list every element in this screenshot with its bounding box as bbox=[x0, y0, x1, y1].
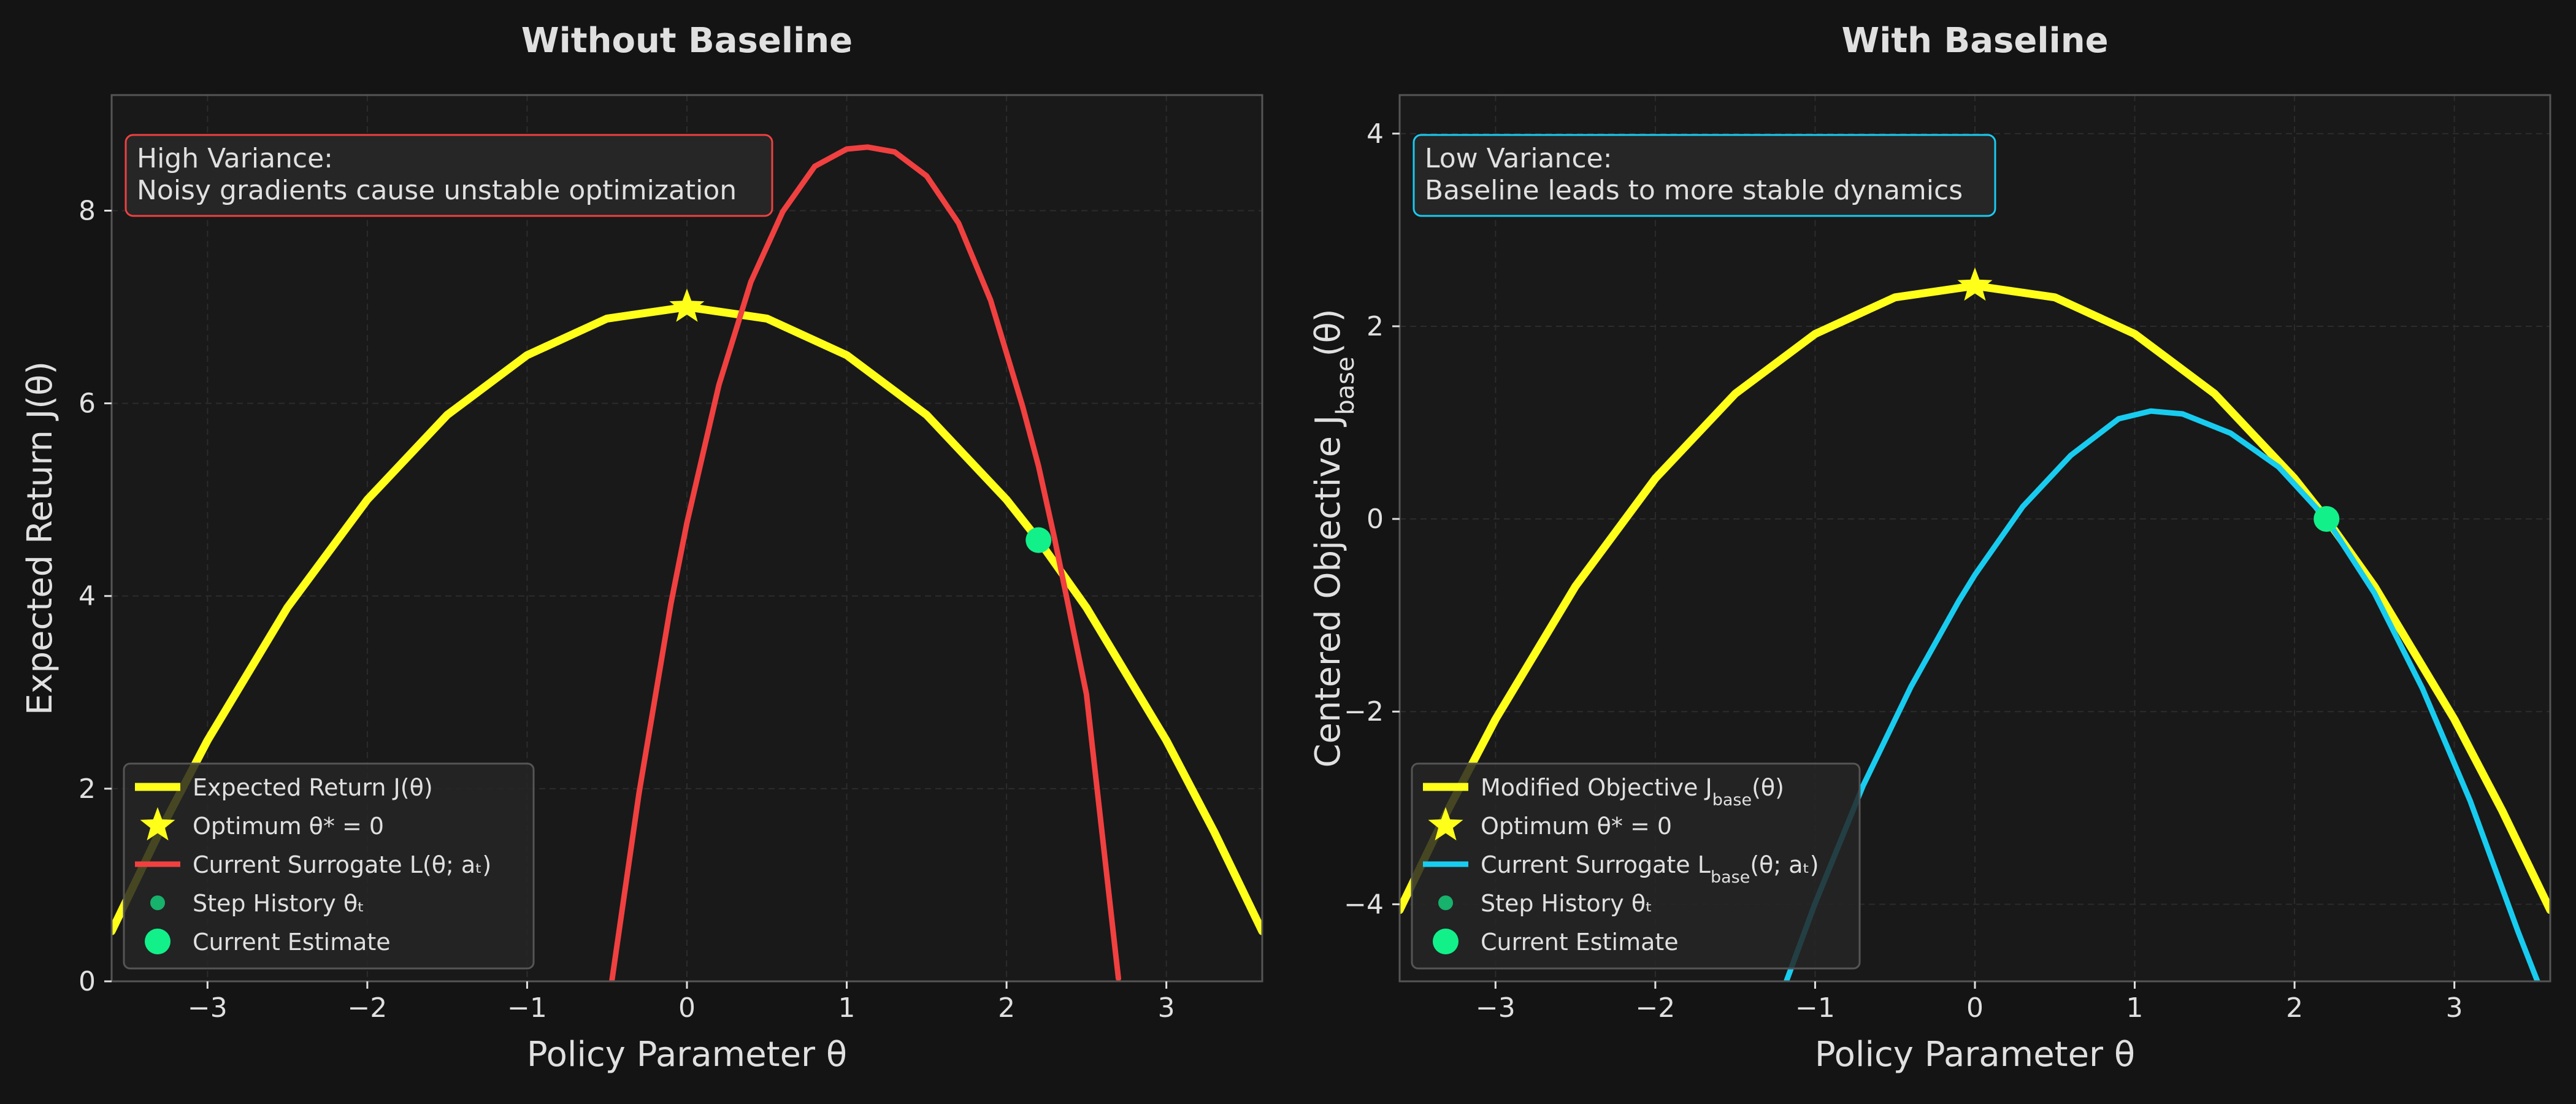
legend-marker-handle bbox=[145, 929, 171, 954]
text-part: Modified Objective J bbox=[1481, 774, 1712, 801]
annotation-box bbox=[125, 134, 773, 217]
text-part: Optimum θ* = 0 bbox=[193, 813, 384, 840]
x-axis-label: Policy Parameter θ bbox=[1815, 1035, 2135, 1075]
legend-label: Optimum θ* = 0 bbox=[193, 813, 384, 840]
annotation-text: Low Variance: bbox=[1425, 143, 1612, 174]
x-tick-label: 2 bbox=[2286, 992, 2303, 1024]
y-tick-label: 8 bbox=[79, 195, 96, 226]
chart-panel-1: −3 −2 −1 0 1 2 3 0 2 4 6 8 Without Baseline Policy Pa… bbox=[20, 21, 1263, 1075]
y-tick-label: −4 bbox=[1344, 889, 1384, 920]
y-tick-label: 4 bbox=[79, 581, 96, 612]
legend-star-handle bbox=[1428, 807, 1463, 841]
text-part: Current Estimate bbox=[193, 929, 391, 956]
y-tick-label: 0 bbox=[1367, 504, 1384, 535]
legend-point-handle bbox=[150, 895, 165, 910]
annotation-box bbox=[1413, 134, 1996, 217]
x-axis-label: Policy Parameter θ bbox=[527, 1035, 847, 1075]
legend-label: Step History θₜ bbox=[1481, 890, 1652, 917]
annotation-text: Noisy gradients cause unstable optimizat… bbox=[137, 175, 737, 206]
y-axis-label: Centered Objective Jbase(θ) bbox=[1308, 309, 1360, 767]
text-part: (θ) bbox=[1752, 774, 1784, 801]
text-part: Centered Objective J bbox=[1308, 415, 1348, 768]
legend-label: Modified Objective Jbase(θ) bbox=[1481, 774, 1784, 810]
y-tick-label: 2 bbox=[79, 773, 96, 805]
surrogate-curve bbox=[1784, 408, 2540, 981]
y-tick-label: 4 bbox=[1367, 118, 1384, 150]
text-part: Expected Return J(θ) bbox=[20, 361, 60, 715]
legend-label: Expected Return J(θ) bbox=[193, 774, 433, 801]
legend: Modified Objective Jbase(θ)Optimum θ* = … bbox=[1411, 762, 1861, 970]
y-tick-label: 0 bbox=[79, 966, 96, 997]
text-part: Step History θₜ bbox=[193, 890, 364, 917]
x-tick-label: −2 bbox=[1635, 992, 1675, 1024]
y-axis-label: Expected Return J(θ) bbox=[20, 361, 60, 715]
legend-label: Current Surrogate Lbase(θ; aₜ) bbox=[1481, 851, 1819, 887]
chart-title: With Baseline bbox=[1841, 21, 2108, 61]
legend-label: Step History θₜ bbox=[193, 890, 364, 917]
x-tick-label: 3 bbox=[2446, 992, 2463, 1024]
legend-label: Current Surrogate L(θ; aₜ) bbox=[193, 851, 491, 878]
x-tick-label: −3 bbox=[1476, 992, 1516, 1024]
objective-curve bbox=[112, 303, 1262, 935]
x-tick-label: −1 bbox=[1795, 992, 1835, 1024]
legend-label: Current Estimate bbox=[193, 929, 391, 956]
text-part: Current Surrogate L(θ; aₜ) bbox=[193, 851, 491, 878]
optimum-star-marker bbox=[669, 288, 705, 322]
legend-star-handle bbox=[140, 807, 175, 841]
annotation-text: High Variance: bbox=[137, 143, 333, 174]
legend-marker-handle bbox=[1433, 929, 1459, 954]
text-part: Step History θₜ bbox=[1481, 890, 1652, 917]
x-tick-label: 2 bbox=[998, 992, 1015, 1024]
subscript: base bbox=[1711, 868, 1750, 887]
chart-panel-2: −3 −2 −1 0 1 2 3 −4 −2 0 2 4 With Baseline Policy Par… bbox=[1308, 21, 2551, 1075]
subscript: base bbox=[1712, 791, 1752, 810]
x-tick-label: 1 bbox=[838, 992, 856, 1024]
annotation-text: Baseline leads to more stable dynamics bbox=[1425, 175, 1963, 206]
legend-box bbox=[1411, 762, 1861, 970]
y-tick-label: 2 bbox=[1367, 311, 1384, 342]
series-group bbox=[112, 144, 1262, 981]
chart-title: Without Baseline bbox=[521, 21, 853, 61]
legend: Expected Return J(θ) Optimum θ* = 0 Curren… bbox=[123, 762, 535, 970]
legend-label: Current Estimate bbox=[1481, 929, 1679, 956]
current-estimate-marker bbox=[1025, 527, 1052, 553]
x-tick-label: −1 bbox=[507, 992, 547, 1024]
current-estimate-marker bbox=[2313, 506, 2340, 532]
legend-label: Optimum θ* = 0 bbox=[1481, 813, 1672, 840]
x-tick-label: 0 bbox=[1966, 992, 1984, 1024]
text-part: (θ) bbox=[1308, 309, 1348, 356]
text-part: Optimum θ* = 0 bbox=[1481, 813, 1672, 840]
objective-curve bbox=[1400, 282, 2550, 914]
x-tick-label: 1 bbox=[2126, 992, 2144, 1024]
surrogate-curve bbox=[609, 144, 1121, 981]
subscript: base bbox=[1332, 356, 1360, 415]
text-part: (θ; aₜ) bbox=[1750, 851, 1819, 878]
optimum-star-marker bbox=[1957, 267, 1993, 301]
x-tick-label: 3 bbox=[1158, 992, 1175, 1024]
x-tick-label: −2 bbox=[347, 992, 387, 1024]
y-tick-label: 6 bbox=[79, 388, 96, 420]
y-tick-label: −2 bbox=[1344, 696, 1384, 727]
legend-point-handle bbox=[1438, 895, 1453, 910]
text-part: Current Surrogate L bbox=[1481, 851, 1711, 878]
legend-box bbox=[123, 762, 535, 970]
x-tick-label: −3 bbox=[188, 992, 228, 1024]
series-group bbox=[1400, 282, 2550, 981]
text-part: Expected Return J(θ) bbox=[193, 774, 433, 801]
x-tick-label: 0 bbox=[678, 992, 696, 1024]
text-part: Current Estimate bbox=[1481, 929, 1679, 956]
